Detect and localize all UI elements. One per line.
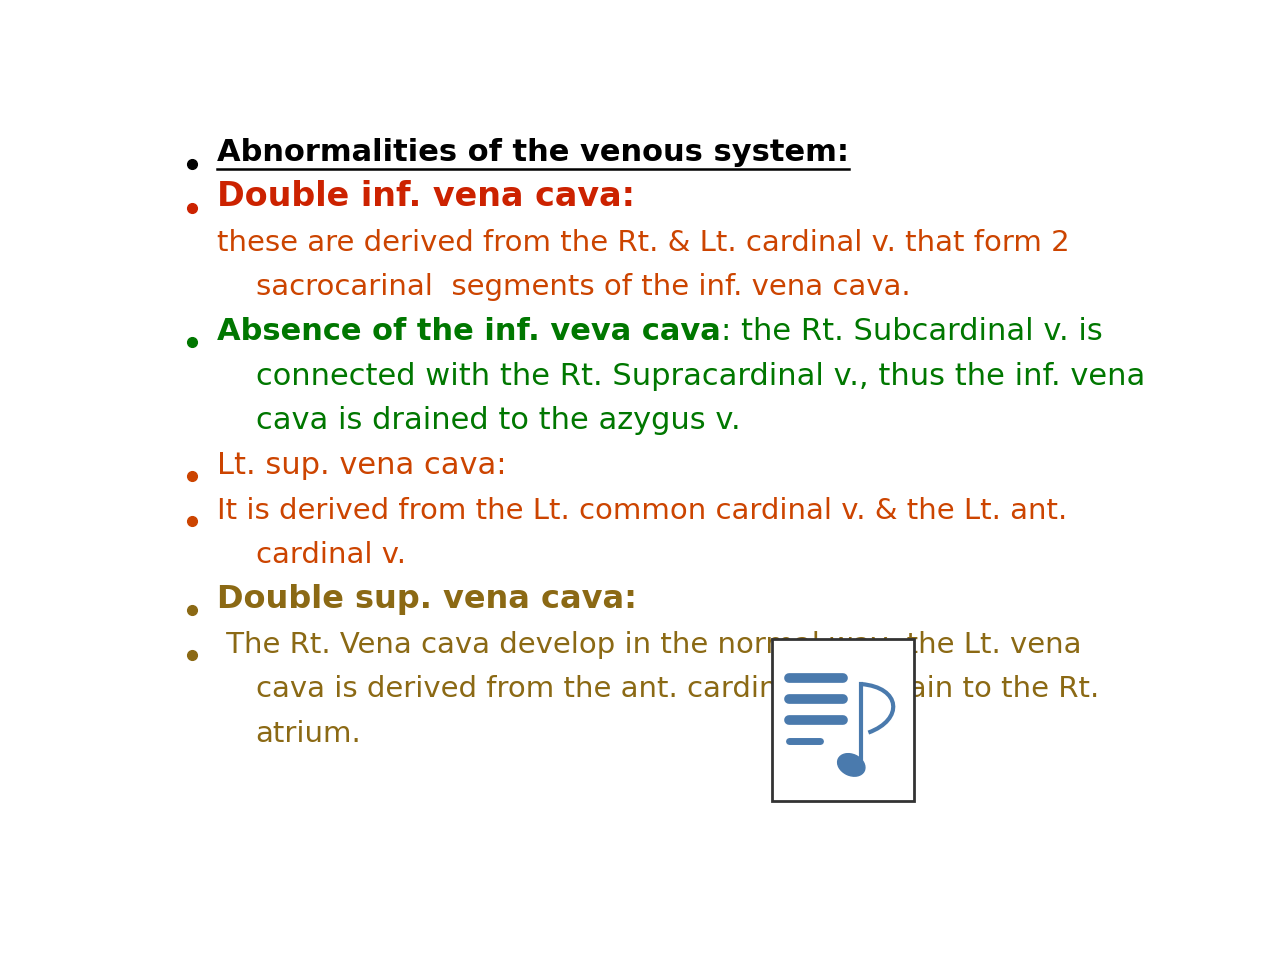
Text: Lt. sup. vena cava:: Lt. sup. vena cava:: [218, 451, 507, 480]
Text: Abnormalities of the venous system:: Abnormalities of the venous system:: [218, 138, 849, 167]
Text: Double sup. vena cava:: Double sup. vena cava:: [218, 584, 637, 615]
Bar: [772, 638, 914, 801]
Text: cardinal v.: cardinal v.: [256, 541, 406, 569]
Text: It is derived from the Lt. common cardinal v. & the Lt. ant.: It is derived from the Lt. common cardin…: [218, 496, 1068, 525]
Text: The Rt. Vena cava develop in the normal way, the Lt. vena: The Rt. Vena cava develop in the normal …: [218, 631, 1082, 659]
Text: sacrocarinal  segments of the inf. vena cava.: sacrocarinal segments of the inf. vena c…: [256, 274, 910, 301]
Text: cava is derived from the ant. cardinal v. & drain to the Rt.: cava is derived from the ant. cardinal v…: [256, 675, 1098, 704]
Text: : the Rt. Subcardinal v. is: : the Rt. Subcardinal v. is: [721, 317, 1102, 346]
Text: these are derived from the Rt. & Lt. cardinal v. that form 2: these are derived from the Rt. & Lt. car…: [218, 228, 1070, 256]
Ellipse shape: [837, 754, 865, 777]
Text: Double inf. vena cava:: Double inf. vena cava:: [218, 180, 635, 213]
Text: Absence of the inf. veva cava: Absence of the inf. veva cava: [218, 317, 721, 346]
Text: atrium.: atrium.: [256, 720, 361, 748]
Text: cava is drained to the azygus v.: cava is drained to the azygus v.: [256, 406, 740, 436]
Text: connected with the Rt. Supracardinal v., thus the inf. vena: connected with the Rt. Supracardinal v.,…: [256, 362, 1144, 391]
